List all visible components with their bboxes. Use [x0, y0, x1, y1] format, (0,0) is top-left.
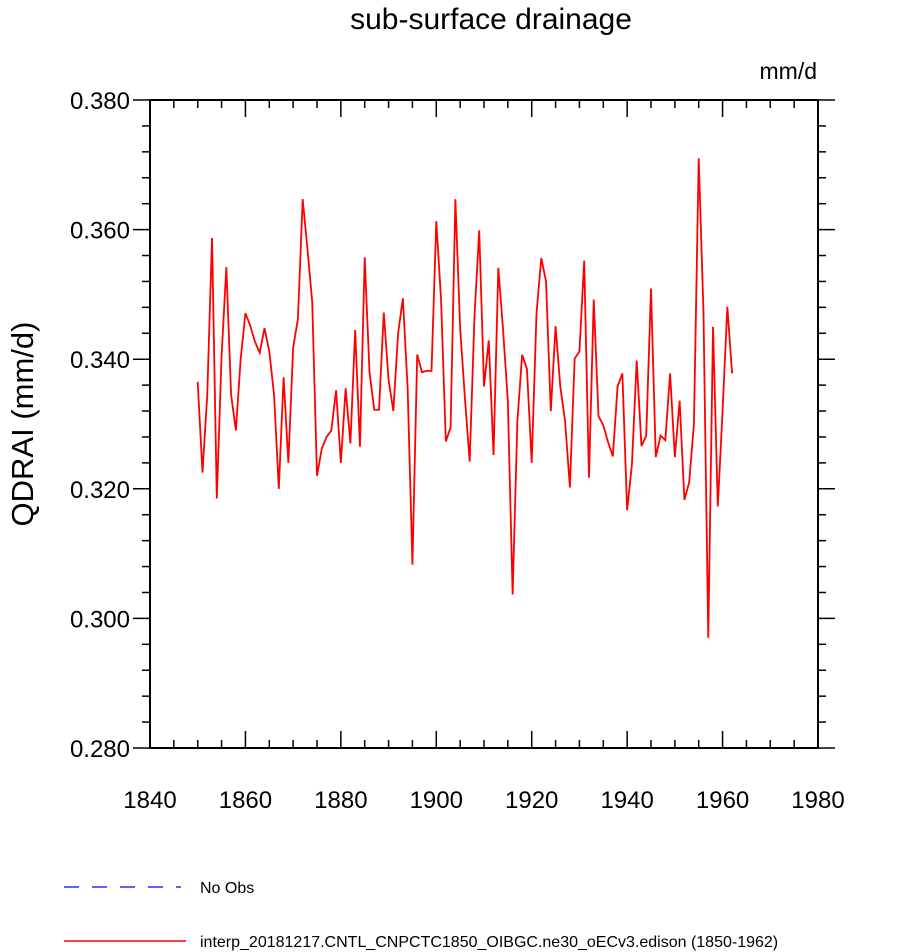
x-tick-label: 1940 — [600, 787, 653, 814]
y-tick-label: 0.320 — [70, 477, 130, 504]
y-axis-label: QDRAI (mm/d) — [5, 322, 40, 527]
legend-label-model: interp_20181217.CNTL_CNPCTC1850_OIBGC.ne… — [200, 934, 778, 951]
series-layer — [196, 158, 734, 638]
units-label: mm/d — [760, 58, 818, 84]
x-tick-label: 1980 — [791, 787, 844, 814]
plot-frame — [149, 99, 819, 749]
legend: No Obs interp_20181217.CNTL_CNPCTC1850_O… — [64, 880, 778, 951]
y-tick-label: 0.280 — [70, 736, 130, 763]
x-tick-label: 1840 — [123, 787, 176, 814]
x-tick-label: 1880 — [314, 787, 367, 814]
y-tick-label: 0.380 — [70, 88, 130, 115]
legend-label-no-obs: No Obs — [200, 880, 254, 897]
x-tick-label: 1960 — [696, 787, 749, 814]
x-tick-label: 1860 — [219, 787, 272, 814]
y-tick-label: 0.360 — [70, 218, 130, 245]
axis-tick-labels: 1840 1860 1880 1900 1920 1940 1960 1980 0.280 0.3… — [70, 88, 845, 814]
axis-ticks — [133, 99, 835, 749]
y-tick-label: 0.340 — [70, 347, 130, 374]
y-tick-label: 0.300 — [70, 606, 130, 633]
x-tick-label: 1900 — [410, 787, 463, 814]
chart-title: sub-surface drainage — [350, 3, 632, 36]
series-line-0 — [196, 158, 734, 638]
x-tick-label: 1920 — [505, 787, 558, 814]
